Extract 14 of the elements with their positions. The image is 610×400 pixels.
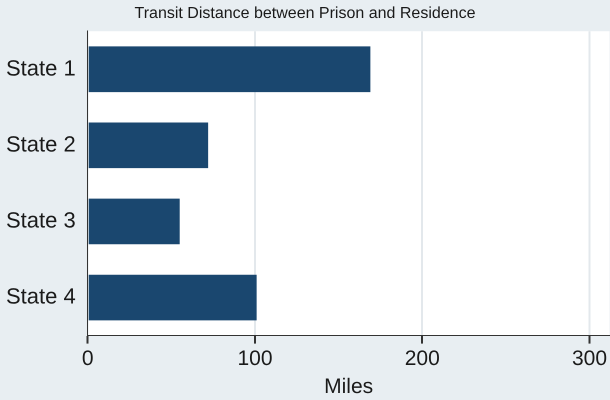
- y-tick-label: State 2: [6, 131, 76, 156]
- x-axis-title: Miles: [324, 375, 374, 398]
- bar: [88, 198, 180, 244]
- y-tick-label: State 4: [6, 284, 76, 309]
- x-tick-label: 0: [82, 346, 94, 370]
- x-tick-label: 100: [237, 346, 272, 370]
- bar: [88, 46, 370, 92]
- chart-title: Transit Distance between Prison and Residence: [134, 5, 476, 22]
- bar: [88, 122, 208, 168]
- y-tick-label: State 1: [6, 55, 76, 80]
- x-tick-label: 300: [572, 346, 608, 370]
- y-tick-label: State 3: [6, 208, 76, 233]
- x-tick-label: 200: [404, 346, 440, 370]
- bar: [88, 274, 257, 320]
